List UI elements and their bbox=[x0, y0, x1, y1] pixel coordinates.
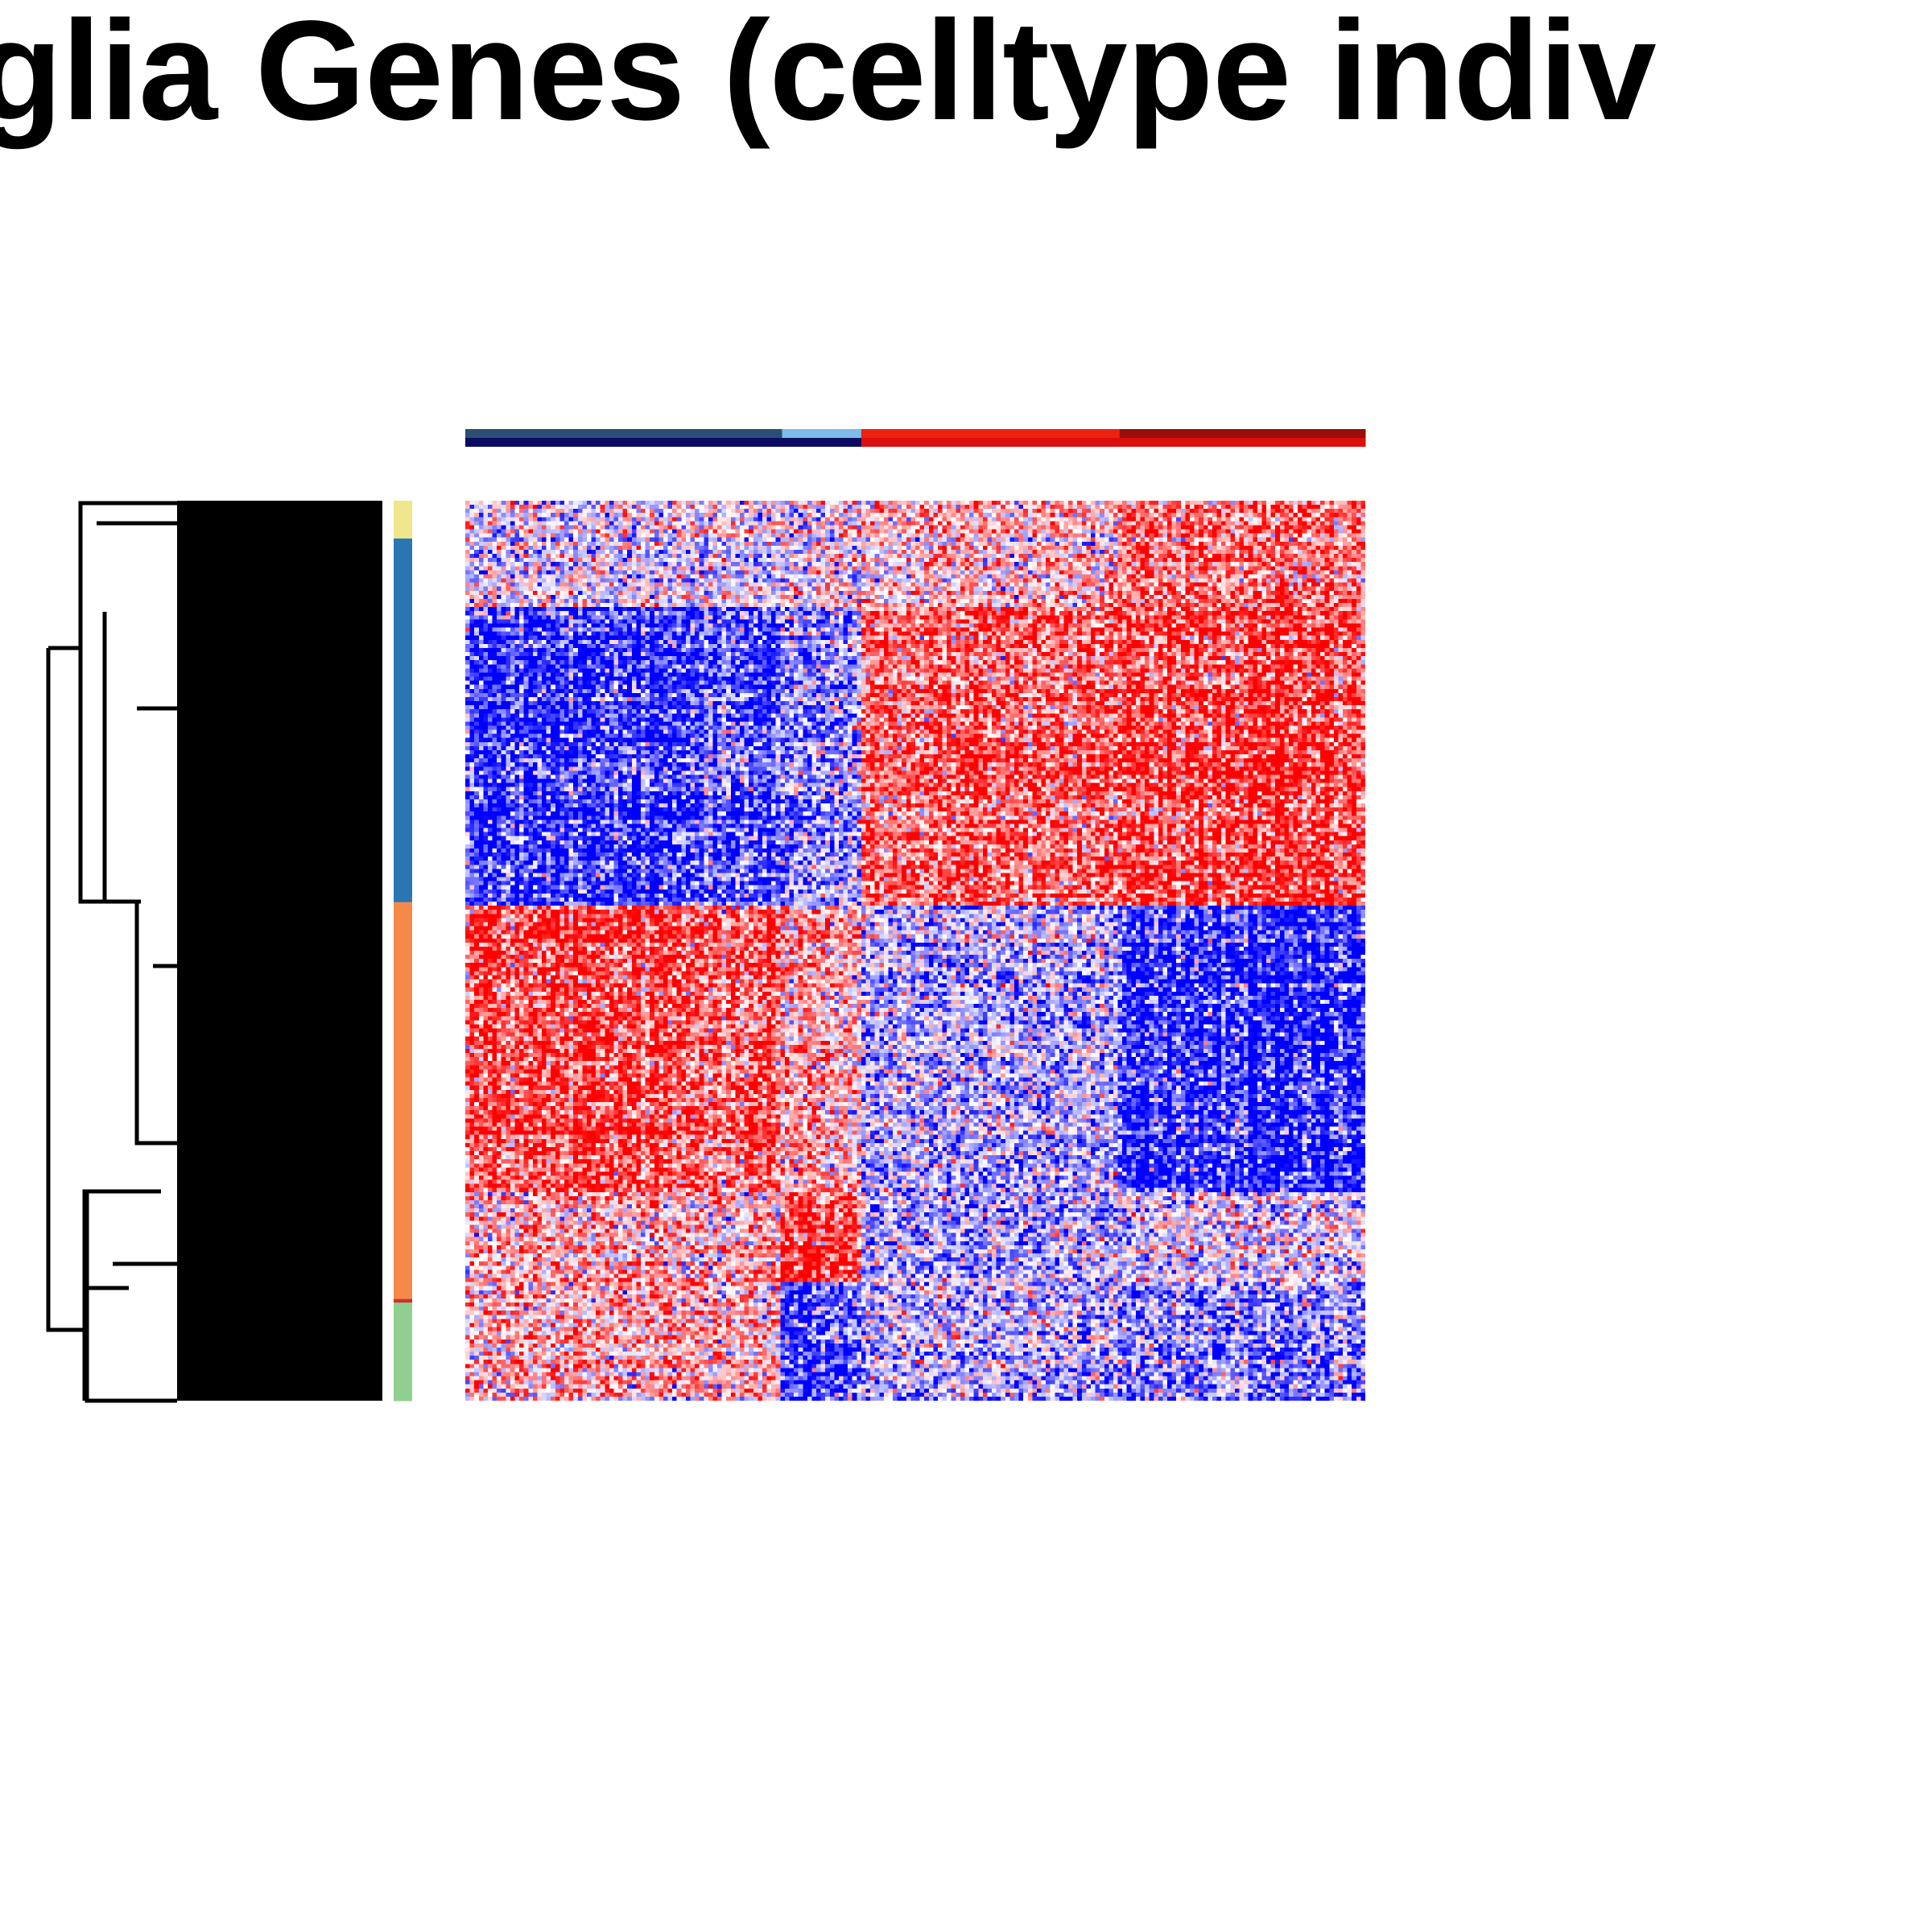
dendrogram-lower-branch bbox=[48, 1189, 161, 1332]
col-annot-bottom-segment-2 bbox=[861, 438, 1366, 447]
col-annot-top-segment-1 bbox=[465, 429, 783, 438]
row-dendrogram bbox=[46, 501, 382, 1403]
row-annot-segment-4 bbox=[394, 1298, 412, 1303]
dendrogram-lower-base bbox=[85, 1191, 177, 1403]
dendrogram-leaves bbox=[177, 501, 382, 1401]
chart-title: glia Genes (celltype indiv bbox=[0, 0, 1932, 153]
dendrogram-lower-inner bbox=[82, 1286, 129, 1401]
col-annot-top-segment-3 bbox=[861, 429, 1121, 438]
row-annot-segment-5 bbox=[394, 1302, 412, 1402]
row-annot-segment-2 bbox=[394, 538, 412, 903]
chart-title-text: glia Genes (celltype indiv bbox=[0, 0, 1657, 150]
column-annotation-bar bbox=[465, 429, 1366, 447]
heatmap-cells bbox=[465, 501, 1365, 1401]
col-annot-top-segment-4 bbox=[1119, 429, 1366, 438]
row-annot-segment-1 bbox=[394, 501, 412, 539]
dendrogram-mid-branch bbox=[102, 612, 141, 904]
row-annotation-bar bbox=[394, 501, 412, 1402]
row-annot-segment-3 bbox=[394, 902, 412, 1300]
col-annot-bottom-segment-1 bbox=[465, 438, 862, 447]
col-annot-top-segment-2 bbox=[782, 429, 862, 438]
heatmap-grid bbox=[465, 501, 1365, 1401]
dendrogram-upper-inner bbox=[78, 564, 105, 904]
dendrogram-mid-lower bbox=[134, 902, 177, 1146]
